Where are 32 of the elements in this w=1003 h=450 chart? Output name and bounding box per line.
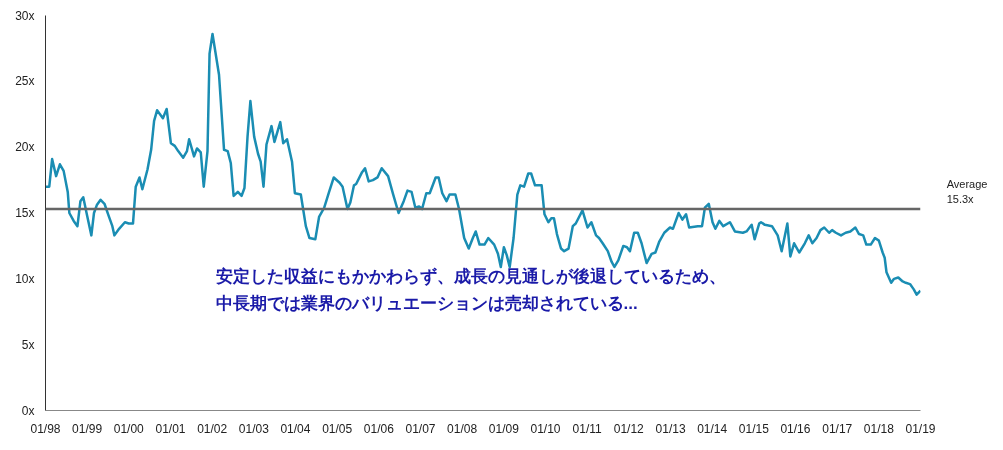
- y-tick-label: 10x: [15, 271, 35, 286]
- ref-line-label: Average 15.3x: [946, 178, 988, 206]
- x-tick-label: 01/99: [72, 421, 103, 436]
- x-tick-label: 01/08: [447, 421, 478, 436]
- x-tick-label: 01/00: [113, 421, 145, 436]
- annotation: 安定した収益にもかかわらず、成長の見通しが後退しているため、中長期では業界のバリュエーションは売却されている...: [215, 266, 726, 313]
- x-tick-label: 01/18: [863, 421, 895, 436]
- y-tick-label: 20x: [15, 140, 35, 155]
- x-tick-label: 01/12: [613, 421, 645, 436]
- x-tick-label: 01/98: [30, 421, 61, 436]
- y-tick-label: 0x: [21, 403, 35, 418]
- x-tick-label: 01/09: [488, 421, 520, 436]
- y-tick-label: 5x: [21, 337, 35, 352]
- x-tick-label: 01/06: [363, 421, 395, 436]
- x-tick-label: 01/14: [697, 421, 728, 436]
- x-tick-label: 01/04: [280, 421, 311, 436]
- x-tick-label: 01/10: [530, 421, 561, 436]
- x-tick-label: 01/16: [780, 421, 811, 436]
- y-tick-label: 15x: [15, 206, 35, 220]
- y-tick-label: 30x: [15, 8, 35, 23]
- x-tick-label: 01/07: [405, 421, 436, 436]
- x-tick-label: 01/01: [155, 421, 186, 436]
- line-series: [45, 32, 921, 296]
- x-tick-label: 01/15: [738, 421, 770, 436]
- x-tick-label: 01/02: [197, 421, 228, 436]
- y-tick-label: 25x: [15, 74, 35, 89]
- x-tick-label: 01/11: [572, 421, 603, 436]
- x-tick-label: 01/05: [322, 421, 353, 436]
- x-tick-label: 01/17: [822, 421, 853, 436]
- x-tick-label: 01/19: [905, 421, 936, 436]
- x-tick-label: 01/03: [238, 421, 270, 436]
- x-tick-label: 01/13: [655, 421, 686, 436]
